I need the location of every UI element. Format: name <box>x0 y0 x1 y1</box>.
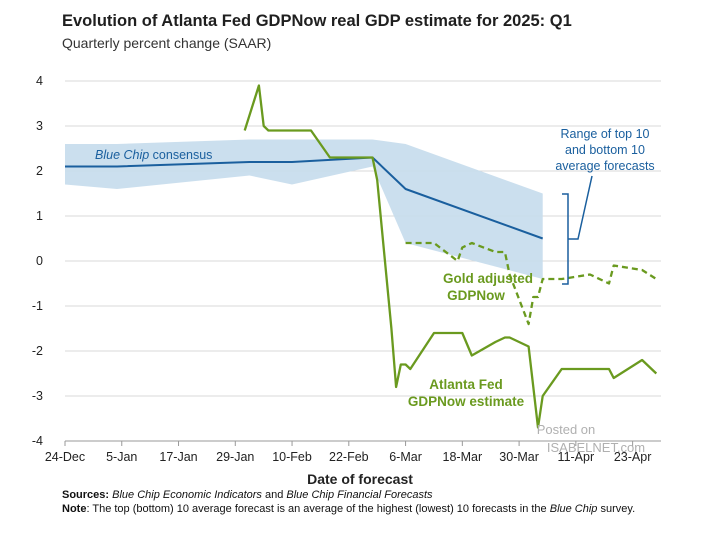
x-tick-label: 30-Mar <box>499 450 539 464</box>
range-label-line2: and bottom 10 <box>565 143 645 157</box>
chart-area: 4 3 2 1 0 -1 -2 -3 -4 24-Dec 5-Jan 17-Jan 29-Jan 10-… <box>32 74 661 487</box>
series-blue-chip-consensus <box>65 156 544 240</box>
x-tick-label: 17-Jan <box>159 450 197 464</box>
series-gold-adjusted-gdpnow <box>405 241 657 326</box>
bluechip-label-rest: consensus <box>149 148 212 162</box>
note-line: Note: The top (bottom) 10 average foreca… <box>62 502 712 516</box>
x-tick-label: 22-Feb <box>329 450 369 464</box>
range-band <box>65 139 543 279</box>
range-label-line1: Range of top 10 <box>561 127 650 141</box>
x-tick-label: 18-Mar <box>443 450 483 464</box>
bluechip-label: Blue Chip consensus <box>95 148 212 162</box>
x-tick-label: 10-Feb <box>272 450 312 464</box>
y-tick-label: -1 <box>32 299 43 313</box>
footer: Sources: Blue Chip Economic Indicators a… <box>62 488 712 516</box>
range-bracket <box>562 175 593 285</box>
chart-subtitle: Quarterly percent change (SAAR) <box>62 35 272 51</box>
y-tick-label: 1 <box>36 209 43 223</box>
sources-and: and <box>261 489 287 501</box>
gold-label-line1: Gold adjusted <box>443 271 533 286</box>
note-italic: Blue Chip <box>549 503 598 515</box>
x-tick-label: 5-Jan <box>106 450 137 464</box>
watermark-line2: ISABELNET.com <box>547 440 645 455</box>
bluechip-label-italic: Blue Chip <box>95 148 149 162</box>
y-tick-label: -2 <box>32 344 43 358</box>
x-tick-label: 24-Dec <box>45 450 85 464</box>
x-axis-label: Date of forecast <box>307 471 413 487</box>
sources-line: Sources: Blue Chip Economic Indicators a… <box>62 488 712 502</box>
series-atlanta-fed-gdpnow <box>243 84 658 429</box>
y-tick-label: 2 <box>36 164 43 178</box>
y-tick-label: 4 <box>36 74 43 88</box>
note-end: survey. <box>597 503 636 515</box>
source-2: Blue Chip Financial Forecasts <box>286 489 433 501</box>
x-tick-label: 11-Apr <box>558 450 595 464</box>
atlanta-label-line2: GDPNow estimate <box>408 394 525 409</box>
source-1: Blue Chip Economic Indicators <box>112 489 262 501</box>
range-label-line3: average forecasts <box>555 159 654 173</box>
gold-label-line2: GDPNow <box>447 288 505 303</box>
x-tick-label: 23-Apr <box>614 450 652 464</box>
x-tick-label: 6-Mar <box>389 450 422 464</box>
chart-title: Evolution of Atlanta Fed GDPNow real GDP… <box>62 12 572 30</box>
watermark-line1: Posted on <box>537 422 596 437</box>
sources-label: Sources: <box>62 489 110 501</box>
x-tick-label: 29-Jan <box>216 450 254 464</box>
y-tick-label: 3 <box>36 119 43 133</box>
y-tick-label: -3 <box>32 389 43 403</box>
atlanta-label-line1: Atlanta Fed <box>429 377 503 392</box>
y-tick-label: -4 <box>32 434 43 448</box>
note-text: : The top (bottom) 10 average forecast i… <box>86 503 550 515</box>
note-label: Note <box>62 503 87 515</box>
y-tick-label: 0 <box>36 254 43 268</box>
